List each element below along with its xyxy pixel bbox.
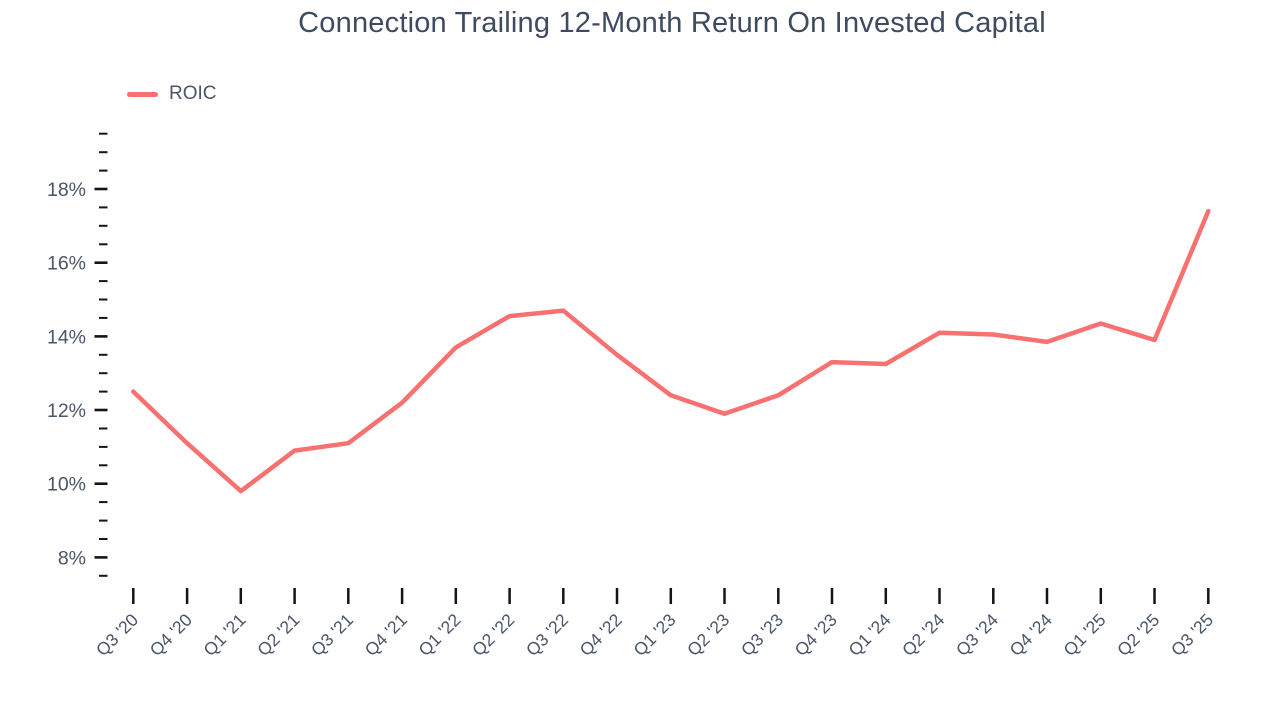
- x-axis-label: Q2 '25: [1113, 610, 1163, 660]
- y-axis-label: 18%: [47, 179, 86, 201]
- legend-item-roic[interactable]: ROIC: [127, 83, 217, 105]
- roic-series-line: [131, 208, 1211, 494]
- x-axis-label: Q3 '25: [1167, 610, 1217, 660]
- y-axis-label: 12%: [47, 400, 86, 422]
- x-axis-label: Q3 '24: [952, 609, 1002, 659]
- x-axis-label: Q1 '22: [414, 610, 464, 660]
- legend-label: ROIC: [169, 83, 217, 104]
- x-axis-label: Q2 '21: [253, 610, 303, 660]
- legend-line-swatch-icon: [127, 91, 158, 97]
- x-axis-label: Q4 '23: [791, 610, 841, 660]
- x-axis-label: Q4 '20: [146, 609, 196, 659]
- x-axis-label: Q3 '20: [92, 609, 142, 659]
- x-axis-label: Q1 '25: [1059, 610, 1109, 660]
- x-axis-label: Q1 '24: [844, 609, 894, 659]
- x-axis-label: Q1 '21: [199, 610, 249, 660]
- y-axis-label: 10%: [47, 474, 86, 496]
- y-axis-label: 8%: [58, 547, 86, 569]
- y-axis-label: 16%: [47, 253, 86, 275]
- x-axis-label: Q1 '23: [629, 610, 679, 660]
- x-axis-label: Q2 '22: [468, 610, 518, 660]
- x-axis-label: Q3 '21: [307, 610, 357, 660]
- x-axis-label: Q3 '22: [522, 610, 572, 660]
- x-axis-label: Q4 '24: [1006, 609, 1056, 659]
- y-axis-label: 14%: [47, 326, 86, 348]
- x-axis-label: Q3 '23: [737, 610, 787, 660]
- x-axis-label: Q4 '21: [361, 610, 411, 660]
- chart-title: Connection Trailing 12-Month Return On I…: [298, 7, 1046, 39]
- x-axis: Q3 '20 Q4 '20 Q1 '21 Q2 '21 Q3 '21 Q4 '21 Q1 '…: [92, 588, 1217, 660]
- y-axis: 8% 10% 12% 14% 16% 18%: [47, 132, 108, 577]
- x-axis-label: Q4 '22: [576, 610, 626, 660]
- x-axis-label: Q2 '24: [898, 609, 948, 659]
- x-axis-label: Q2 '23: [683, 610, 733, 660]
